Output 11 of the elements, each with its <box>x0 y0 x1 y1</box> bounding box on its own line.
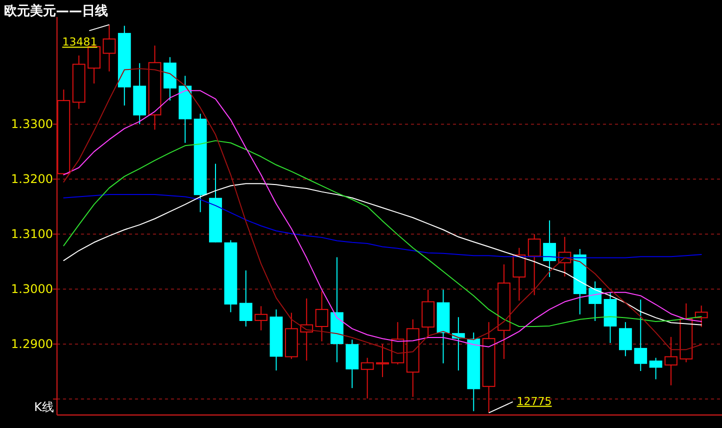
annotation: 13481 <box>62 24 110 49</box>
y-tick-label: 1.2900 <box>11 337 53 352</box>
y-tick-label: 1.3200 <box>11 172 53 186</box>
annotation: 12775 <box>516 394 552 408</box>
y-tick-label: 1.3000 <box>11 282 53 296</box>
chart-title: 欧元美元——日线 <box>4 3 108 19</box>
y-tick-label: 1.3300 <box>11 117 53 132</box>
annotation: 13481 <box>62 36 98 49</box>
text: K线 <box>34 400 54 414</box>
y-tick-label: 1.3100 <box>11 227 53 242</box>
annotation: 12775 <box>488 394 552 414</box>
